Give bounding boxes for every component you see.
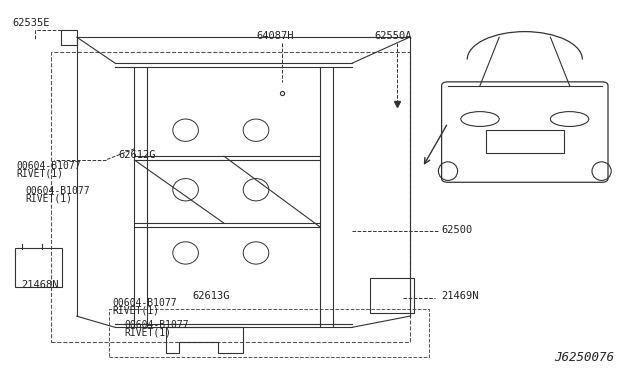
Text: J6250076: J6250076 xyxy=(554,351,614,364)
Text: 62613G: 62613G xyxy=(192,291,230,301)
Text: 21469N: 21469N xyxy=(442,291,479,301)
Text: 00604-B1077: 00604-B1077 xyxy=(26,186,90,196)
Text: RIVET(1): RIVET(1) xyxy=(125,327,172,337)
Text: 62500: 62500 xyxy=(442,224,473,234)
Text: 62612G: 62612G xyxy=(118,150,156,160)
Text: 21468N: 21468N xyxy=(21,280,59,290)
Text: RIVET(1): RIVET(1) xyxy=(112,305,159,315)
Text: 64087H: 64087H xyxy=(256,31,294,41)
Text: RIVET(1): RIVET(1) xyxy=(26,193,72,203)
Text: 62535E: 62535E xyxy=(13,18,51,28)
Text: 00604-B1077: 00604-B1077 xyxy=(16,161,81,171)
Text: 62550A: 62550A xyxy=(374,31,412,41)
Text: 00604-B1077: 00604-B1077 xyxy=(112,298,177,308)
Text: RIVET(1): RIVET(1) xyxy=(16,169,63,179)
Text: 00604-B1077: 00604-B1077 xyxy=(125,320,189,330)
